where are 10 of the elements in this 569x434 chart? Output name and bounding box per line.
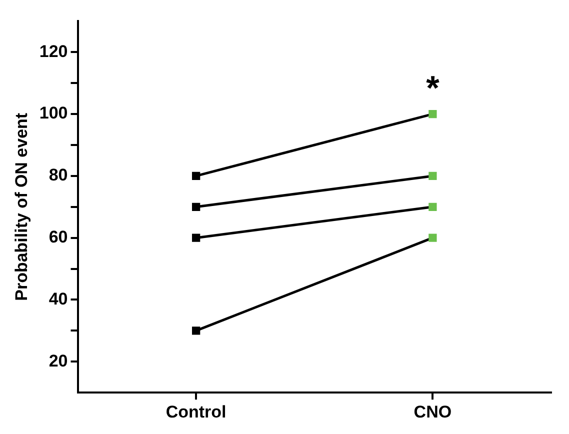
y-axis-title: Probability of ON event [12,112,31,301]
x-tick-label: CNO [414,402,452,422]
y-tick-label: 80 [48,166,68,185]
y-tick-label: 40 [48,289,68,308]
y-tick-label: 120 [39,42,68,61]
x-tick-label: Control [166,402,226,422]
annotation: * [426,69,440,108]
y-tick-label: 60 [48,228,68,247]
y-tick-label: 100 [39,104,68,123]
y-tick-label: 20 [48,351,68,370]
